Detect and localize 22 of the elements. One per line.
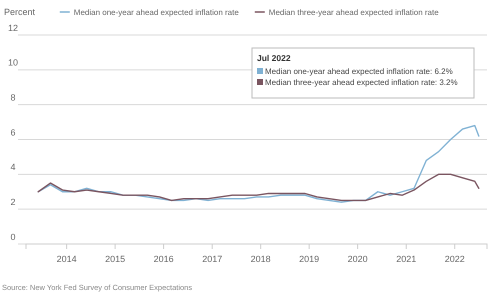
y-tick-label: 0 bbox=[10, 232, 16, 242]
annotation: Median one-year ahead expected inflation rate: 6.2% bbox=[265, 67, 453, 76]
x-tick-label: 2014 bbox=[56, 254, 77, 264]
x-tick-label: 2018 bbox=[250, 254, 271, 264]
y-axis-title: Percent bbox=[4, 7, 36, 17]
annotation: Median three-year ahead expected inflation rate: 3.2% bbox=[265, 78, 458, 87]
y-tick-label: 12 bbox=[8, 22, 18, 33]
x-tick-label: 2016 bbox=[154, 254, 174, 264]
annotation: Jul 2022 bbox=[257, 53, 291, 63]
x-tick-label: 2017 bbox=[202, 254, 222, 264]
legend-label: Median one-year ahead expected inflation rate bbox=[74, 8, 240, 17]
legend-label: Median three-year ahead expected inflation rate bbox=[268, 8, 440, 17]
x-tick-label: 2019 bbox=[299, 254, 320, 264]
y-tick-label: 2 bbox=[10, 197, 16, 208]
x-tick-label: 2022 bbox=[444, 254, 465, 264]
y-tick-label: 10 bbox=[8, 58, 18, 68]
y-tick-label: 6 bbox=[10, 127, 16, 138]
x-tick-label: 2020 bbox=[348, 254, 368, 264]
y-tick-label: 8 bbox=[10, 92, 16, 103]
x-tick-label: 2015 bbox=[105, 254, 126, 264]
x-tick-label: 2021 bbox=[396, 254, 416, 264]
y-tick-label: 4 bbox=[10, 162, 16, 172]
